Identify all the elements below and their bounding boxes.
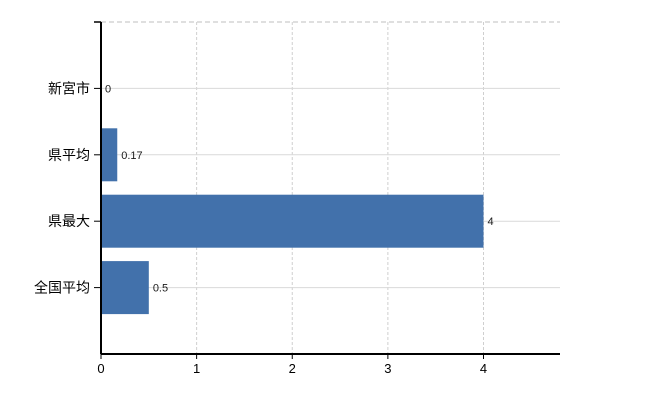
- bar-value-label: 0.17: [121, 150, 142, 162]
- bar: [101, 261, 149, 315]
- x-axis-tick-label: 1: [193, 361, 200, 376]
- bar-value-label: 0.5: [153, 283, 168, 295]
- category-label: 全国平均: [34, 280, 90, 296]
- category-label: 県平均: [48, 147, 90, 163]
- x-axis-tick-label: 3: [384, 361, 391, 376]
- category-label: 新宮市: [48, 80, 90, 96]
- x-axis-tick-label: 4: [480, 361, 487, 376]
- x-axis-tick-label: 2: [289, 361, 296, 376]
- bar: [101, 194, 484, 248]
- bar: [101, 128, 118, 182]
- bar-value-label: 4: [488, 216, 494, 228]
- category-label: 県最大: [48, 213, 90, 229]
- x-axis-tick-label: 0: [97, 361, 104, 376]
- bar-value-label: 0: [105, 83, 111, 95]
